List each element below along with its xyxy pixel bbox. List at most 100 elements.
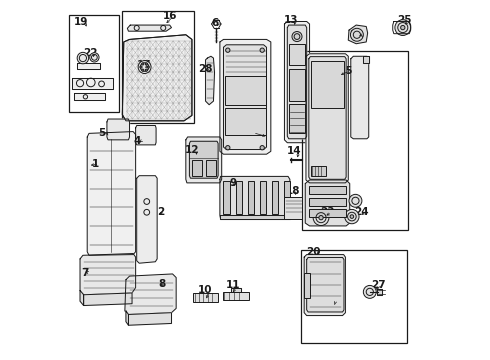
Polygon shape	[84, 293, 132, 306]
Polygon shape	[351, 56, 368, 139]
Polygon shape	[231, 288, 242, 292]
Text: 14: 14	[287, 145, 302, 156]
Polygon shape	[287, 25, 307, 139]
Polygon shape	[363, 56, 368, 63]
Bar	[247, 181, 254, 215]
Polygon shape	[220, 215, 290, 220]
Bar	[309, 210, 346, 217]
Bar	[302, 51, 408, 230]
Bar	[236, 181, 242, 215]
Polygon shape	[125, 274, 176, 315]
Text: 9: 9	[230, 178, 237, 188]
Polygon shape	[128, 313, 171, 325]
Text: 24: 24	[354, 207, 369, 217]
Text: 13: 13	[284, 15, 298, 26]
Bar	[225, 108, 266, 135]
Circle shape	[349, 194, 362, 207]
Bar	[271, 181, 278, 215]
Text: 18: 18	[286, 186, 301, 196]
Circle shape	[344, 210, 359, 224]
Polygon shape	[137, 176, 157, 263]
Polygon shape	[205, 56, 215, 105]
Bar	[284, 181, 290, 215]
Polygon shape	[223, 45, 267, 149]
Polygon shape	[190, 141, 218, 178]
Text: 21: 21	[349, 30, 364, 40]
Circle shape	[146, 63, 147, 65]
Circle shape	[313, 210, 329, 226]
Polygon shape	[122, 35, 192, 121]
Text: 17: 17	[137, 59, 151, 69]
Bar	[311, 166, 326, 176]
Circle shape	[395, 20, 411, 36]
Polygon shape	[377, 289, 382, 295]
Polygon shape	[309, 57, 346, 179]
Text: 1: 1	[92, 159, 98, 169]
Text: 26: 26	[324, 297, 338, 307]
Bar	[285, 197, 302, 219]
Text: 15: 15	[339, 66, 353, 76]
Circle shape	[350, 215, 354, 219]
Text: 3: 3	[245, 128, 252, 138]
Text: 2: 2	[157, 207, 164, 217]
Circle shape	[364, 285, 376, 298]
Circle shape	[142, 69, 144, 71]
Bar	[309, 186, 346, 194]
Circle shape	[77, 52, 89, 64]
Text: 11: 11	[226, 280, 241, 290]
Bar	[193, 293, 218, 302]
Circle shape	[147, 66, 149, 68]
Circle shape	[146, 69, 147, 71]
Text: 7: 7	[82, 268, 89, 278]
Text: 19: 19	[74, 17, 88, 27]
Circle shape	[401, 26, 405, 30]
Bar	[223, 292, 248, 300]
Circle shape	[319, 216, 323, 220]
Bar	[289, 69, 305, 101]
Circle shape	[260, 145, 265, 150]
Circle shape	[292, 32, 302, 41]
Text: 16: 16	[163, 11, 177, 21]
Bar	[122, 12, 194, 123]
Polygon shape	[220, 40, 271, 154]
Polygon shape	[136, 126, 156, 145]
Bar	[69, 15, 119, 112]
Polygon shape	[127, 25, 172, 31]
Polygon shape	[304, 255, 345, 316]
Circle shape	[140, 66, 142, 68]
Polygon shape	[285, 22, 310, 143]
Circle shape	[225, 145, 230, 150]
Text: 25: 25	[397, 15, 412, 26]
Polygon shape	[77, 63, 100, 69]
Bar	[205, 160, 216, 176]
Text: 12: 12	[185, 144, 199, 154]
Text: 5: 5	[98, 128, 106, 138]
Circle shape	[350, 28, 364, 41]
Text: 4: 4	[134, 136, 141, 145]
Polygon shape	[306, 54, 348, 183]
Polygon shape	[126, 311, 128, 325]
Polygon shape	[87, 132, 136, 255]
Polygon shape	[80, 253, 136, 295]
Bar	[304, 273, 310, 298]
Polygon shape	[107, 119, 129, 140]
Text: 10: 10	[197, 285, 212, 296]
Text: 27: 27	[371, 280, 386, 290]
Polygon shape	[74, 93, 105, 100]
Circle shape	[142, 63, 144, 65]
Bar	[192, 160, 202, 176]
Polygon shape	[220, 176, 290, 219]
Bar	[289, 44, 305, 65]
Bar	[225, 76, 266, 105]
Polygon shape	[72, 78, 113, 89]
Polygon shape	[186, 137, 221, 183]
Bar	[300, 250, 407, 343]
Polygon shape	[307, 257, 344, 312]
Text: 6: 6	[211, 18, 218, 28]
Bar	[309, 198, 346, 206]
Bar	[260, 181, 266, 215]
Text: 28: 28	[198, 64, 213, 74]
Text: 8: 8	[158, 279, 166, 289]
Circle shape	[138, 60, 151, 73]
Text: 23: 23	[320, 207, 335, 217]
